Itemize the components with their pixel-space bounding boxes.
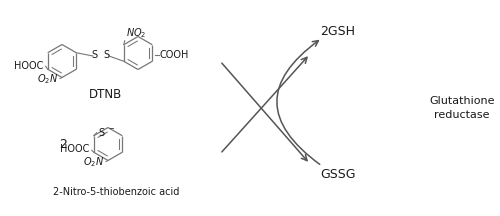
Text: 2-Nitro-5-thiobenzoic acid: 2-Nitro-5-thiobenzoic acid <box>53 187 179 197</box>
Text: COOH: COOH <box>160 50 189 60</box>
Text: $O_2N$: $O_2N$ <box>36 73 58 86</box>
Text: $NO_2$: $NO_2$ <box>126 26 146 40</box>
Text: Glutathione
reductase: Glutathione reductase <box>429 96 495 120</box>
Text: S: S <box>103 50 109 60</box>
Text: GSSG: GSSG <box>320 167 356 181</box>
Text: 2GSH: 2GSH <box>320 24 356 38</box>
Text: HOOC: HOOC <box>14 61 44 71</box>
Text: DTNB: DTNB <box>88 87 122 100</box>
Text: HOOC: HOOC <box>60 144 90 154</box>
Text: $O_2N$: $O_2N$ <box>82 156 104 169</box>
Text: S: S <box>91 50 97 60</box>
Text: 2: 2 <box>60 138 68 151</box>
Text: S $^-$: S $^-$ <box>98 126 116 138</box>
